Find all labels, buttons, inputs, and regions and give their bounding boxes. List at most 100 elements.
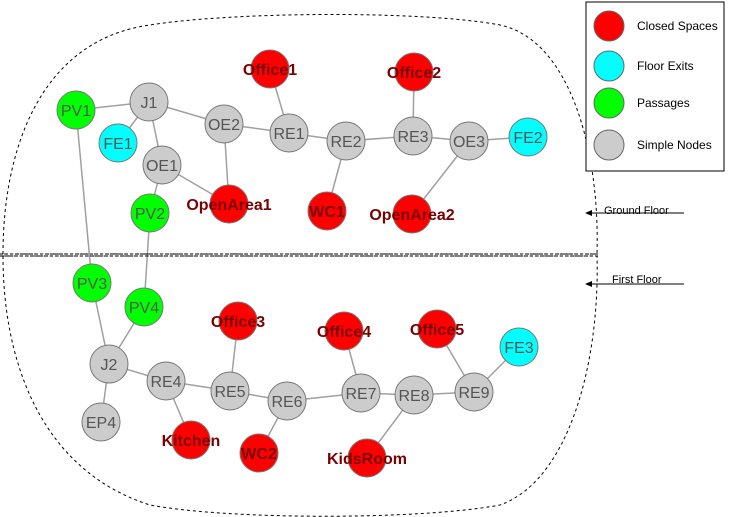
node-kitchen: Kitchen: [162, 420, 221, 460]
node-pv2-circle: [130, 193, 170, 233]
node-j1-label: J1: [141, 95, 158, 112]
ground-floor-arrowhead: [585, 210, 592, 216]
node-fe3-label: FE3: [504, 340, 533, 357]
node-pv1-circle: [56, 90, 96, 130]
node-re2-label: RE2: [330, 134, 361, 151]
node-re4: RE4: [146, 361, 186, 401]
node-oe1-circle: [142, 145, 182, 185]
node-kidsroom-circle: [347, 438, 387, 478]
ground-floor-annotation: Ground Floor: [585, 205, 684, 217]
node-wc1-circle: [307, 191, 347, 231]
node-pv2: PV2: [130, 193, 170, 233]
node-re9: RE9: [454, 372, 494, 412]
node-pv4-circle: [124, 287, 164, 327]
node-fe2: FE2: [508, 117, 548, 157]
node-fe1: FE1: [98, 123, 138, 163]
node-openarea1-circle: [209, 184, 249, 224]
node-openarea2-circle: [392, 194, 432, 234]
node-office4: Office4: [317, 311, 371, 351]
nodes-layer: PV1 J1 FE1 OE1 OE2 PV2 OpenArea1 Office1 RE1 RE2 W…: [56, 49, 548, 478]
node-oe2-circle: [204, 104, 244, 144]
node-oe3-label: OE3: [453, 134, 485, 151]
node-j2-label: J2: [101, 357, 118, 374]
node-j1: J1: [129, 82, 169, 122]
node-fe2-label: FE2: [513, 130, 542, 147]
node-office5: Office5: [410, 309, 464, 349]
node-oe3-circle: [449, 121, 489, 161]
node-re7-circle: [341, 373, 381, 413]
node-fe3: FE3: [499, 327, 539, 367]
node-fe3-circle: [499, 327, 539, 367]
node-office2: Office2: [387, 52, 441, 92]
node-re7: RE7: [341, 373, 381, 413]
node-office1-circle: [250, 49, 290, 89]
node-openarea1-label: OpenArea1: [186, 197, 271, 214]
node-re7-label: RE7: [345, 386, 376, 403]
node-j2-circle: [89, 344, 129, 384]
node-pv1-label: PV1: [61, 103, 91, 120]
node-fe1-label: FE1: [103, 136, 132, 153]
legend-simple-label: Simple Nodes: [637, 138, 712, 152]
first-floor-annotation: First Floor: [585, 274, 684, 287]
node-ep4-label: EP4: [86, 415, 116, 432]
node-re2: RE2: [326, 121, 366, 161]
node-pv3-circle: [72, 263, 112, 303]
ground-floor-outline: [2, 13, 598, 255]
node-fe2-circle: [508, 117, 548, 157]
legend-closed-icon: [593, 10, 625, 42]
node-re9-label: RE9: [458, 385, 489, 402]
node-office1: Office1: [243, 49, 297, 89]
node-re6-circle: [267, 381, 307, 421]
node-re3: RE3: [393, 116, 433, 156]
node-office2-circle: [394, 52, 434, 92]
node-pv3-label: PV3: [77, 276, 107, 293]
legend-passage-icon: [593, 87, 625, 119]
node-re8-label: RE8: [398, 388, 429, 405]
legend-exit-icon: [593, 50, 625, 82]
node-re8: RE8: [394, 375, 434, 415]
node-re4-circle: [146, 361, 186, 401]
node-oe1: OE1: [142, 145, 182, 185]
node-wc2-label: WC2: [241, 446, 277, 463]
node-pv4: PV4: [124, 287, 164, 327]
node-re5-label: RE5: [214, 384, 245, 401]
node-j1-circle: [129, 82, 169, 122]
node-office3-circle: [218, 301, 258, 341]
node-re9-circle: [454, 372, 494, 412]
node-j2: J2: [89, 344, 129, 384]
node-office3: Office3: [211, 301, 265, 341]
node-re6: RE6: [267, 381, 307, 421]
first-floor-outline: [2, 255, 598, 517]
first-floor-arrowhead: [585, 281, 592, 287]
node-openarea2: OpenArea2: [369, 194, 455, 234]
node-wc1-label: WC1: [309, 204, 345, 221]
node-ep4-circle: [81, 402, 121, 442]
node-openarea2-label: OpenArea2: [369, 207, 454, 224]
legend-simple-icon: [593, 129, 625, 161]
node-kitchen-circle: [171, 420, 211, 460]
node-pv2-label: PV2: [135, 206, 165, 223]
legend-exit-label: Floor Exits: [637, 59, 694, 73]
node-pv4-label: PV4: [129, 300, 159, 317]
node-re6-label: RE6: [271, 394, 302, 411]
node-openarea1: OpenArea1: [186, 184, 272, 224]
node-pv1: PV1: [56, 90, 96, 130]
node-re3-circle: [393, 116, 433, 156]
node-re1: RE1: [269, 113, 309, 153]
node-kidsroom: KidsRoom: [327, 438, 407, 478]
node-wc2: WC2: [239, 433, 279, 473]
node-wc1: WC1: [307, 191, 347, 231]
node-office3-label: Office3: [211, 314, 265, 331]
node-kitchen-label: Kitchen: [162, 433, 221, 450]
node-kidsroom-label: KidsRoom: [327, 451, 407, 468]
edge-pv1-pv3: [75, 109, 93, 284]
node-office4-circle: [324, 311, 364, 351]
node-re4-label: RE4: [150, 374, 181, 391]
node-re3-label: RE3: [397, 129, 428, 146]
legend: Closed Spaces Floor Exits Passages Simpl…: [585, 1, 725, 172]
node-oe1-label: OE1: [146, 158, 178, 175]
node-pv3: PV3: [72, 263, 112, 303]
node-office1-label: Office1: [243, 62, 297, 79]
